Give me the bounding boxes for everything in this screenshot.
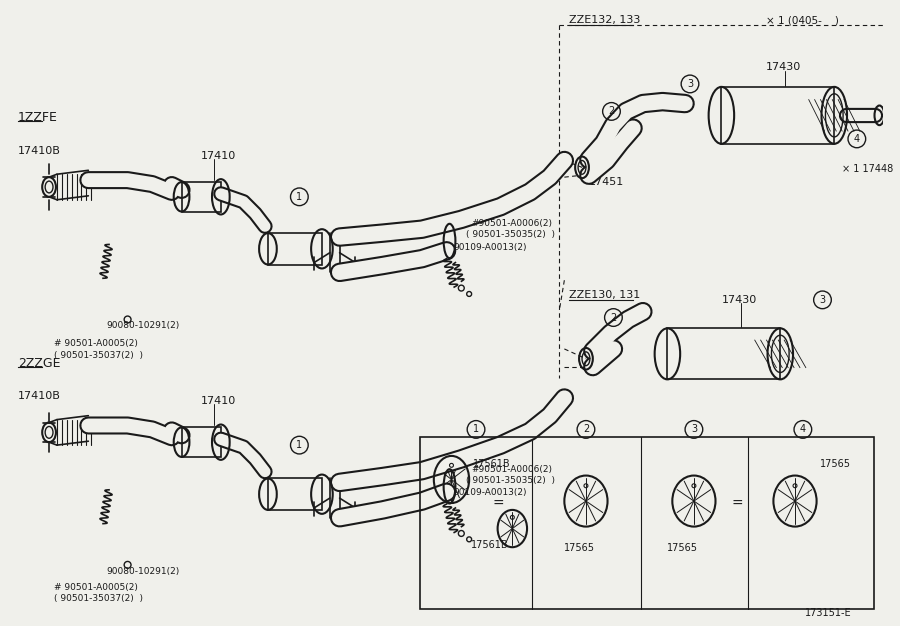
Text: 2: 2 [610, 312, 616, 322]
Text: 1: 1 [296, 192, 302, 202]
Text: =: = [731, 497, 742, 511]
Text: 17565: 17565 [668, 543, 698, 553]
Bar [722, 87, 834, 144]
Text: 17410: 17410 [202, 151, 237, 161]
Text: × 1 (0405-    ): × 1 (0405- ) [766, 15, 839, 25]
Text: #90501-A0006(2): #90501-A0006(2) [471, 219, 552, 228]
Text: # 90501-A0005(2): # 90501-A0005(2) [54, 583, 138, 592]
Text: 90080-10291(2): 90080-10291(2) [106, 567, 179, 576]
Text: 17410B: 17410B [18, 146, 60, 156]
Text: 4: 4 [800, 424, 806, 434]
Bar [668, 328, 780, 379]
Text: 90080-10291(2): 90080-10291(2) [106, 322, 179, 331]
Text: ( 90501-35037(2)  ): ( 90501-35037(2) ) [54, 351, 143, 360]
Text: 3: 3 [691, 424, 697, 434]
Bar [420, 438, 874, 609]
Text: ( 90501-35035(2)  ): ( 90501-35035(2) ) [466, 476, 555, 485]
Text: 17430: 17430 [766, 63, 801, 73]
Text: 17451: 17451 [589, 177, 624, 187]
Text: ZZE132, 133: ZZE132, 133 [570, 15, 641, 25]
Text: 17410B: 17410B [18, 391, 60, 401]
Text: 1ZZFE: 1ZZFE [18, 111, 58, 125]
Text: 17410: 17410 [202, 396, 237, 406]
Text: ( 90501-35035(2)  ): ( 90501-35035(2) ) [466, 230, 555, 239]
Bar [182, 182, 220, 212]
Bar [182, 428, 220, 457]
Text: #90501-A0006(2): #90501-A0006(2) [471, 464, 552, 474]
Text: 17565: 17565 [820, 459, 850, 469]
Text: 90109-A0013(2): 90109-A0013(2) [454, 243, 526, 252]
Text: ( 90501-35037(2)  ): ( 90501-35037(2) ) [54, 594, 143, 603]
Bar [268, 478, 322, 510]
Text: 17565: 17565 [564, 543, 596, 553]
Text: 2: 2 [608, 106, 615, 116]
Text: 17561B: 17561B [471, 540, 508, 550]
Text: 17561B: 17561B [473, 459, 510, 469]
Bar [268, 233, 322, 265]
Text: 1: 1 [473, 424, 479, 434]
Text: 90109-A0013(2): 90109-A0013(2) [454, 488, 526, 497]
Text: × 1 17448: × 1 17448 [842, 165, 894, 175]
Text: 2: 2 [583, 424, 590, 434]
Text: =: = [492, 497, 504, 511]
Text: 17430: 17430 [722, 295, 757, 305]
Text: 2ZZGE: 2ZZGE [18, 357, 60, 370]
Text: 4: 4 [854, 134, 859, 144]
Text: 3: 3 [687, 79, 693, 89]
Text: 3: 3 [819, 295, 825, 305]
Text: 1: 1 [296, 440, 302, 450]
Text: # 90501-A0005(2): # 90501-A0005(2) [54, 339, 138, 348]
Text: ZZE130, 131: ZZE130, 131 [570, 290, 641, 300]
Text: 173151-E: 173151-E [805, 608, 851, 618]
